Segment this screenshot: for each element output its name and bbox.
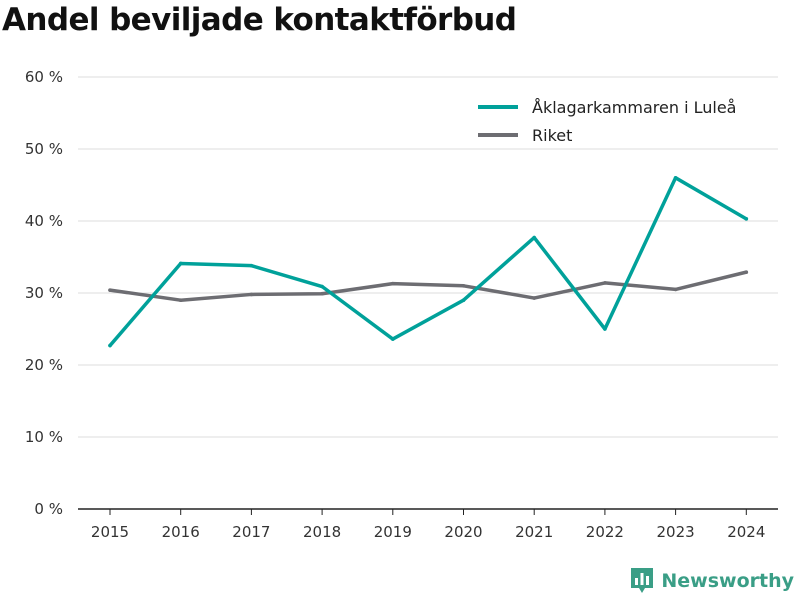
x-tick-label: 2024	[727, 523, 765, 541]
x-tick-label: 2016	[162, 523, 200, 541]
x-tick-label: 2019	[374, 523, 412, 541]
y-tick-label: 40 %	[25, 212, 63, 230]
x-tick-label: 2020	[444, 523, 482, 541]
data-point	[532, 296, 536, 300]
data-point	[108, 288, 112, 292]
legend-label: Åklagarkammaren i Luleå	[532, 98, 736, 117]
series-lines	[108, 176, 749, 348]
data-point	[391, 337, 395, 341]
series-line	[108, 270, 749, 302]
axes: 0 % 10 % 20 % 30 % 40 % 50 % 60 % 2015 2016 2017 2…	[25, 68, 778, 541]
gridlines	[78, 76, 778, 438]
data-point	[603, 281, 607, 285]
y-tick-label: 20 %	[25, 356, 63, 374]
x-tick-label: 2021	[515, 523, 553, 541]
newsworthy-logo-icon	[631, 568, 654, 593]
data-point	[178, 298, 183, 303]
data-point	[461, 298, 466, 303]
brand-name: Newsworthy	[661, 569, 794, 592]
data-point	[320, 291, 324, 296]
data-point	[249, 292, 254, 297]
x-tick-label: 2015	[91, 523, 129, 541]
data-point	[249, 263, 254, 268]
legend-label: Riket	[532, 126, 572, 145]
data-point	[108, 343, 112, 348]
data-point	[673, 287, 678, 292]
y-tick-label: 10 %	[25, 428, 63, 446]
series-line	[108, 176, 749, 348]
x-tick-label: 2017	[232, 523, 270, 541]
legend: Åklagarkammaren i Luleå Riket	[470, 88, 766, 148]
data-point	[744, 217, 749, 221]
data-point	[461, 284, 466, 288]
y-tick-label: 30 %	[25, 284, 63, 302]
data-point	[391, 281, 395, 286]
brand-logo: Newsworthy	[630, 567, 794, 594]
data-point	[744, 270, 749, 274]
data-point	[178, 261, 183, 266]
data-point	[532, 235, 536, 240]
data-point	[603, 327, 607, 331]
x-tick-label: 2018	[303, 523, 341, 541]
chart-title: Andel beviljade kontaktförbud	[2, 2, 517, 38]
x-tick-label: 2023	[657, 523, 695, 541]
data-point	[320, 284, 324, 289]
y-tick-label: 0 %	[34, 500, 63, 518]
x-tick-label: 2022	[586, 523, 624, 541]
y-tick-label: 60 %	[25, 68, 63, 86]
legend-background	[470, 88, 766, 148]
data-point	[673, 176, 678, 180]
y-tick-label: 50 %	[25, 140, 63, 158]
